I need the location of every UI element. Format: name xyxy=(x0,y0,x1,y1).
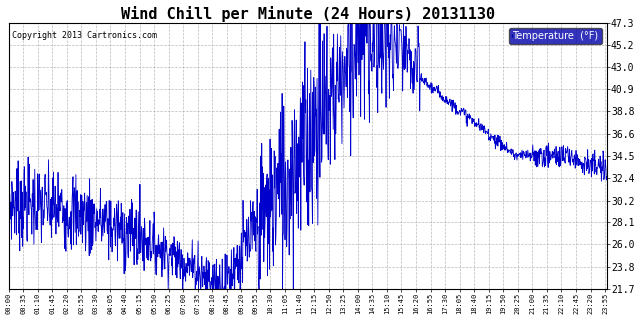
Legend: Temperature  (°F): Temperature (°F) xyxy=(509,28,602,44)
Title: Wind Chill per Minute (24 Hours) 20131130: Wind Chill per Minute (24 Hours) 2013113… xyxy=(120,5,495,21)
Text: Copyright 2013 Cartronics.com: Copyright 2013 Cartronics.com xyxy=(12,31,157,40)
